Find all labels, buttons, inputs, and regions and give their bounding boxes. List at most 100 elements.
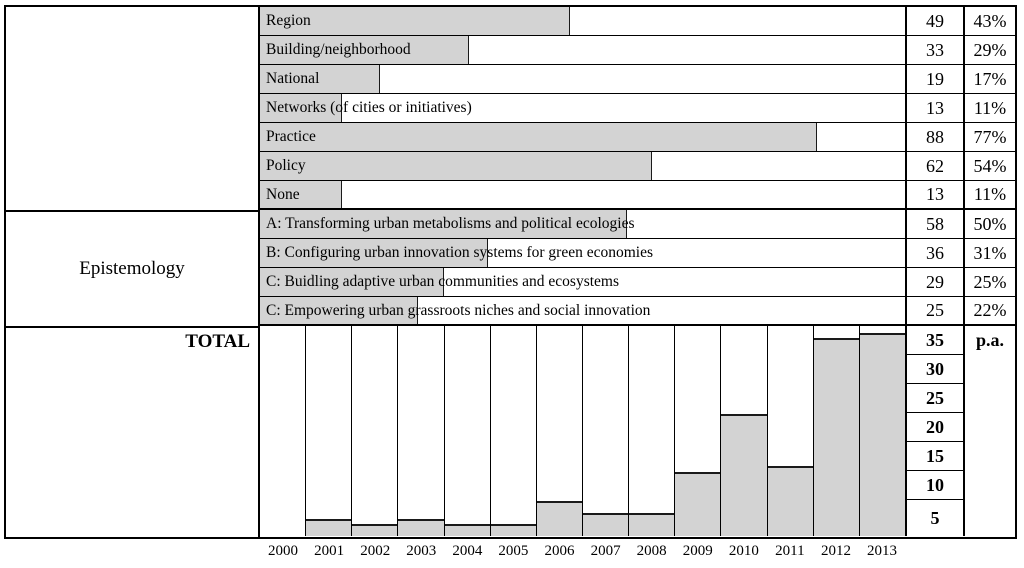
year-column xyxy=(306,326,353,536)
year-bar xyxy=(306,519,352,536)
chart-y-axis: 35 30 25 20 15 10 5 xyxy=(905,326,963,536)
x-axis-year-label: 2008 xyxy=(636,543,667,559)
x-axis-year-label: 2011 xyxy=(775,543,805,559)
count-cell: 13 xyxy=(905,181,963,208)
y-axis-tick: 20 xyxy=(907,413,963,442)
category-label: Networks (of cities or initiatives) xyxy=(266,99,472,116)
x-axis-year-label: 2002 xyxy=(360,543,391,559)
year-column xyxy=(721,326,768,536)
count-cell: 19 xyxy=(905,65,963,93)
y-axis-tick: 25 xyxy=(907,384,963,413)
year-column xyxy=(675,326,722,536)
category-label: C: Empowering urban grassroots niches an… xyxy=(266,301,651,319)
count-cell: 62 xyxy=(905,152,963,180)
chart-x-axis-years: 2000 2001 2002 2003 2004 2005 2006 2007 2008 2009… xyxy=(260,543,905,560)
count-cell: 88 xyxy=(905,123,963,151)
category-bar xyxy=(260,65,380,93)
x-axis-year-label: 2010 xyxy=(728,543,759,559)
category-bar xyxy=(260,7,570,35)
category-bar-cell: Policy xyxy=(260,152,905,180)
x-axis-year-label: 2009 xyxy=(682,543,713,559)
year-column xyxy=(260,326,307,536)
year-column xyxy=(859,326,905,536)
table-row: Policy 62 54% xyxy=(260,152,1015,181)
percent-cell: 77% xyxy=(963,123,1015,151)
category-bar xyxy=(260,94,342,122)
category-bar-cell: Region xyxy=(260,7,905,35)
category-bar-cell: Building/neighborhood xyxy=(260,36,905,64)
table-row: None 13 11% xyxy=(260,181,1015,210)
category-bar xyxy=(260,239,488,267)
x-axis-year-label: 2004 xyxy=(452,543,483,559)
table-row: C: Empowering urban grassroots niches an… xyxy=(260,297,1015,326)
count-cell: 49 xyxy=(905,7,963,35)
table-row: B: Configuring urban innovation systems … xyxy=(260,239,1015,268)
percent-cell: 31% xyxy=(963,239,1015,267)
percent-cell: 50% xyxy=(963,210,1015,238)
year-column xyxy=(582,326,630,536)
category-bar xyxy=(260,181,342,208)
per-annum-label: p.a. xyxy=(963,326,1015,536)
year-column xyxy=(629,326,676,536)
percent-cell: 17% xyxy=(963,65,1015,93)
category-label: Practice xyxy=(266,128,316,145)
category-label: Region xyxy=(266,12,311,29)
category-bar-cell: A: Transforming urban metabolisms and po… xyxy=(260,210,905,238)
x-axis-year-label: 2012 xyxy=(820,543,851,559)
year-bar xyxy=(675,472,721,536)
year-bar xyxy=(721,414,767,536)
year-bar xyxy=(582,513,629,536)
table-row: Networks (of cities or initiatives) 13 11% xyxy=(260,94,1015,123)
category-label: Building/neighborhood xyxy=(266,41,411,58)
category-label: Policy xyxy=(266,157,306,174)
year-column xyxy=(536,326,583,536)
y-axis-tick: 10 xyxy=(907,471,963,500)
year-bar xyxy=(490,524,536,536)
category-bar xyxy=(260,268,444,296)
year-bar xyxy=(767,466,813,536)
percent-cell: 22% xyxy=(963,297,1015,324)
x-axis-year-label: 2007 xyxy=(590,543,621,559)
count-cell: 36 xyxy=(905,239,963,267)
table-left-column: Epistemology TOTAL xyxy=(6,7,260,537)
table-row: National 19 17% xyxy=(260,65,1015,94)
category-bar xyxy=(260,123,817,151)
percent-cell: 11% xyxy=(963,181,1015,208)
table-row: Practice 88 77% xyxy=(260,123,1015,152)
table-row: Building/neighborhood 33 29% xyxy=(260,36,1015,65)
year-bar xyxy=(444,524,490,536)
year-column xyxy=(767,326,814,536)
y-axis-tick: 30 xyxy=(907,355,963,384)
count-cell: 13 xyxy=(905,94,963,122)
year-column xyxy=(444,326,491,536)
category-bar xyxy=(260,36,469,64)
count-cell: 58 xyxy=(905,210,963,238)
category-label: C: Buidling adaptive urban communities a… xyxy=(266,273,619,290)
total-row: 35 30 25 20 15 10 5 p.a. xyxy=(260,326,1015,536)
year-bar xyxy=(859,333,905,536)
category-bar xyxy=(260,152,652,180)
y-axis-tick: 15 xyxy=(907,442,963,471)
year-column xyxy=(352,326,399,536)
left-cell-blank xyxy=(6,7,258,210)
percent-cell: 25% xyxy=(963,268,1015,296)
category-bar xyxy=(260,210,627,238)
percent-cell: 29% xyxy=(963,36,1015,64)
x-axis-year-label: 2001 xyxy=(314,543,345,559)
year-bar xyxy=(352,524,398,536)
year-column xyxy=(490,326,537,536)
x-axis-year-label: 2003 xyxy=(406,543,437,559)
x-axis-year-label: 2005 xyxy=(498,543,529,559)
percent-cell: 43% xyxy=(963,7,1015,35)
percent-cell: 11% xyxy=(963,94,1015,122)
yearly-bar-chart xyxy=(260,326,905,536)
category-label: None xyxy=(266,185,300,203)
table-row: Region 49 43% xyxy=(260,7,1015,36)
left-cell-total: TOTAL xyxy=(6,326,258,537)
count-cell: 29 xyxy=(905,268,963,296)
percent-cell: 54% xyxy=(963,152,1015,180)
x-axis-year-label: 2000 xyxy=(268,543,299,559)
count-cell: 33 xyxy=(905,36,963,64)
year-bar xyxy=(813,338,859,536)
